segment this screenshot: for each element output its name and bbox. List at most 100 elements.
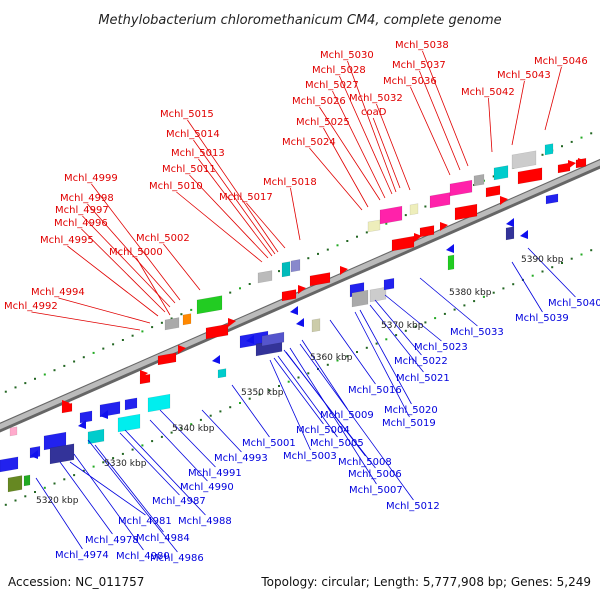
- gene-label[interactable]: Mchl_5019: [382, 418, 436, 429]
- gene-label[interactable]: Mchl_4997: [55, 205, 109, 216]
- gene-label[interactable]: Mchl_5024: [282, 137, 336, 148]
- gene-label[interactable]: Mchl_5008: [338, 457, 392, 468]
- connector-line: [159, 409, 216, 468]
- connector-line: [82, 215, 171, 308]
- gene-label[interactable]: Mchl_5025: [296, 117, 350, 128]
- gene-label[interactable]: Mchl_4988: [178, 516, 232, 527]
- connector-line: [31, 311, 141, 331]
- gene-label[interactable]: Mchl_5001: [242, 438, 296, 449]
- gene-label[interactable]: Mchl_5002: [136, 233, 190, 244]
- strand-arrow: [30, 450, 38, 459]
- gene-feature: [367, 219, 381, 233]
- gene-label[interactable]: Mchl_5005: [310, 438, 364, 449]
- gene-label[interactable]: Mchl_4986: [150, 553, 204, 564]
- gene-feature: [9, 426, 18, 437]
- connector-line: [527, 247, 576, 298]
- gene-label[interactable]: Mchl_5026: [292, 96, 346, 107]
- connector-line: [285, 351, 366, 457]
- gene-label[interactable]: Mchl_5016: [348, 385, 402, 396]
- gene-label[interactable]: Mchl_5004: [296, 425, 350, 436]
- gene-feature: [447, 254, 455, 271]
- gene-label[interactable]: Mchl_5043: [497, 70, 551, 81]
- gene-label[interactable]: Mchl_5046: [534, 56, 588, 67]
- gene-label[interactable]: Mchl_4984: [136, 533, 190, 544]
- gene-label[interactable]: Mchl_5032: [349, 93, 403, 104]
- gene-feature: [0, 456, 19, 473]
- gene-feature: [351, 289, 369, 308]
- gene-label[interactable]: Mchl_5009: [320, 410, 374, 421]
- gene-label[interactable]: coaD: [361, 107, 387, 118]
- strand-arrow: [100, 410, 108, 419]
- gene-label[interactable]: Mchl_5028: [312, 65, 366, 76]
- connector-line: [347, 60, 397, 193]
- connector-line: [329, 319, 376, 385]
- gene-label[interactable]: Mchl_4998: [60, 193, 114, 204]
- gene-label[interactable]: Mchl_5036: [383, 76, 437, 87]
- gene-label[interactable]: Mchl_4987: [152, 496, 206, 507]
- gene-label[interactable]: Mchl_5037: [392, 60, 446, 71]
- gene-label[interactable]: Mchl_5017: [219, 192, 273, 203]
- gene-label[interactable]: Mchl_5020: [384, 405, 438, 416]
- gene-label[interactable]: Mchl_5000: [109, 247, 163, 258]
- gene-label[interactable]: Mchl_4993: [214, 453, 268, 464]
- gene-feature: [23, 474, 31, 487]
- gene-label[interactable]: Mchl_4980: [116, 551, 170, 562]
- gene-label[interactable]: Mchl_5011: [162, 164, 216, 175]
- gene-label[interactable]: Mchl_4996: [54, 218, 108, 229]
- gene-label[interactable]: Mchl_5039: [515, 313, 569, 324]
- strand-arrow: [62, 400, 70, 409]
- gene-label[interactable]: Mchl_4999: [64, 173, 118, 184]
- gene-label[interactable]: Mchl_5022: [394, 356, 448, 367]
- gene-label[interactable]: Mchl_5012: [386, 501, 440, 512]
- gene-feature: [147, 393, 171, 413]
- gene-label[interactable]: Mchl_5033: [450, 327, 504, 338]
- gene-label[interactable]: Mchl_5010: [149, 181, 203, 192]
- gene-label[interactable]: Mchl_4981: [118, 516, 172, 527]
- gene-label[interactable]: Mchl_5006: [348, 469, 402, 480]
- connector-line: [163, 243, 201, 291]
- gene-label[interactable]: Mchl_5023: [414, 342, 468, 353]
- scale-label: 5380 kbp: [449, 288, 492, 298]
- gene-label[interactable]: Mchl_5027: [305, 80, 359, 91]
- gene-label[interactable]: Mchl_4990: [180, 482, 234, 493]
- gene-label[interactable]: Mchl_5038: [395, 40, 449, 51]
- scale-label: 5360 kbp: [310, 353, 353, 363]
- gene-label[interactable]: Mchl_5003: [283, 451, 337, 462]
- connector-line: [91, 183, 181, 301]
- gene-feature: [383, 277, 395, 291]
- gene-label[interactable]: Mchl_5030: [320, 50, 374, 61]
- connector-line: [69, 461, 146, 516]
- gene-label[interactable]: Mchl_5040: [548, 298, 600, 309]
- gene-label[interactable]: Mchl_5014: [166, 129, 220, 140]
- gene-feature: [281, 289, 297, 302]
- gene-features: [0, 143, 587, 493]
- gene-label[interactable]: Mchl_5015: [160, 109, 214, 120]
- gene-feature: [164, 317, 180, 331]
- strand-arrow: [296, 318, 304, 327]
- connector-line: [87, 203, 176, 304]
- gene-label[interactable]: Mchl_4978: [85, 535, 139, 546]
- gene-label[interactable]: Mchl_4991: [188, 468, 242, 479]
- gene-label[interactable]: Mchl_5042: [461, 87, 515, 98]
- gene-feature: [281, 261, 291, 278]
- label-connectors: [31, 50, 576, 553]
- gene-label[interactable]: Mchl_5007: [349, 485, 403, 496]
- gene-label[interactable]: Mchl_4992: [4, 301, 58, 312]
- connector-line: [369, 304, 424, 373]
- gene-feature: [429, 192, 451, 209]
- gene-label[interactable]: Mchl_4994: [31, 287, 85, 298]
- scale-labels: 5320 kbp 5330 kbp 5340 kbp 5350 kbp 5360 kbp…: [36, 255, 564, 506]
- connector-line: [35, 477, 83, 550]
- gene-feature: [379, 205, 403, 225]
- gene-label[interactable]: Mchl_4995: [40, 235, 94, 246]
- connector-line: [119, 432, 180, 496]
- gene-label[interactable]: Mchl_5021: [396, 373, 450, 384]
- gene-label[interactable]: Mchl_4974: [55, 550, 109, 561]
- gene-feature: [409, 203, 419, 216]
- strand-arrow: [228, 318, 236, 327]
- gene-feature: [545, 193, 559, 205]
- connector-line: [299, 343, 414, 501]
- gene-feature: [7, 475, 23, 493]
- gene-label[interactable]: Mchl_5018: [263, 177, 317, 188]
- gene-label[interactable]: Mchl_5013: [171, 148, 225, 159]
